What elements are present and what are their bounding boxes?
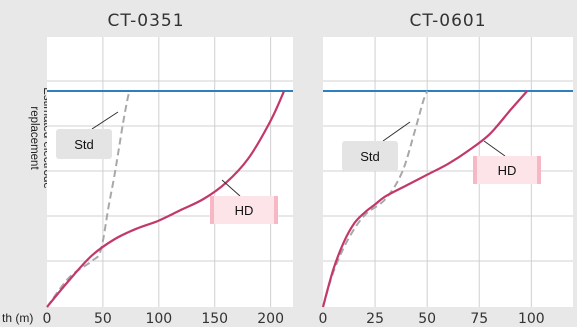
- series-line-hd: [46, 90, 286, 308]
- panel-ct0351: CT-0351 0 50 100 150 200 Std HD th (m): [2, 11, 293, 327]
- x-tick-label: 50: [94, 311, 112, 327]
- callout-box-edge: [274, 196, 278, 224]
- panel-ct0601: CT-0601 0 25 50 75 100 Std HD: [319, 11, 573, 327]
- callout-box-edge: [537, 156, 541, 184]
- series-line-hd: [321, 90, 529, 308]
- x-tick-label: 25: [366, 311, 384, 327]
- callout-leader: [91, 111, 119, 130]
- callout-box: [210, 196, 278, 224]
- gridlines: [323, 37, 573, 307]
- legend-label-std: Std: [360, 149, 380, 164]
- legend-label-std: Std: [74, 137, 94, 152]
- plot-area: [47, 37, 293, 307]
- panel-title: CT-0351: [107, 11, 184, 31]
- x-tick-label: 0: [319, 311, 328, 327]
- callout-box: [56, 129, 112, 159]
- gridlines: [47, 37, 293, 307]
- panel-title: CT-0601: [409, 11, 486, 31]
- series-layer: [321, 90, 529, 308]
- legend-label-hd: HD: [235, 203, 254, 218]
- callout-leader: [483, 140, 506, 157]
- x-axis-label: th (m): [2, 311, 33, 325]
- callouts: Std HD: [342, 121, 541, 184]
- y-axis-label-line: replacement: [28, 106, 40, 170]
- series-layer: [46, 90, 286, 308]
- series-line-std: [46, 90, 131, 308]
- callout-leader: [221, 179, 241, 197]
- x-tick-labels: 0 50 100 150 200: [43, 311, 284, 327]
- x-tick-labels: 0 25 50 75 100: [319, 311, 545, 327]
- callout-leader: [382, 121, 411, 142]
- x-tick-label: 75: [470, 311, 488, 327]
- callout-box: [473, 156, 541, 184]
- series-line-std: [322, 90, 429, 308]
- x-tick-label: 100: [145, 311, 172, 327]
- x-tick-label: 200: [257, 311, 284, 327]
- x-tick-label: 150: [201, 311, 228, 327]
- legend-label-hd: HD: [498, 163, 517, 178]
- x-tick-label: 50: [418, 311, 436, 327]
- callout-box-edge: [210, 196, 214, 224]
- callout-box-edge: [473, 156, 477, 184]
- callout-box: [342, 141, 398, 171]
- x-tick-label: 100: [518, 311, 545, 327]
- callouts: Std HD: [56, 111, 278, 224]
- x-tick-label: 0: [43, 311, 52, 327]
